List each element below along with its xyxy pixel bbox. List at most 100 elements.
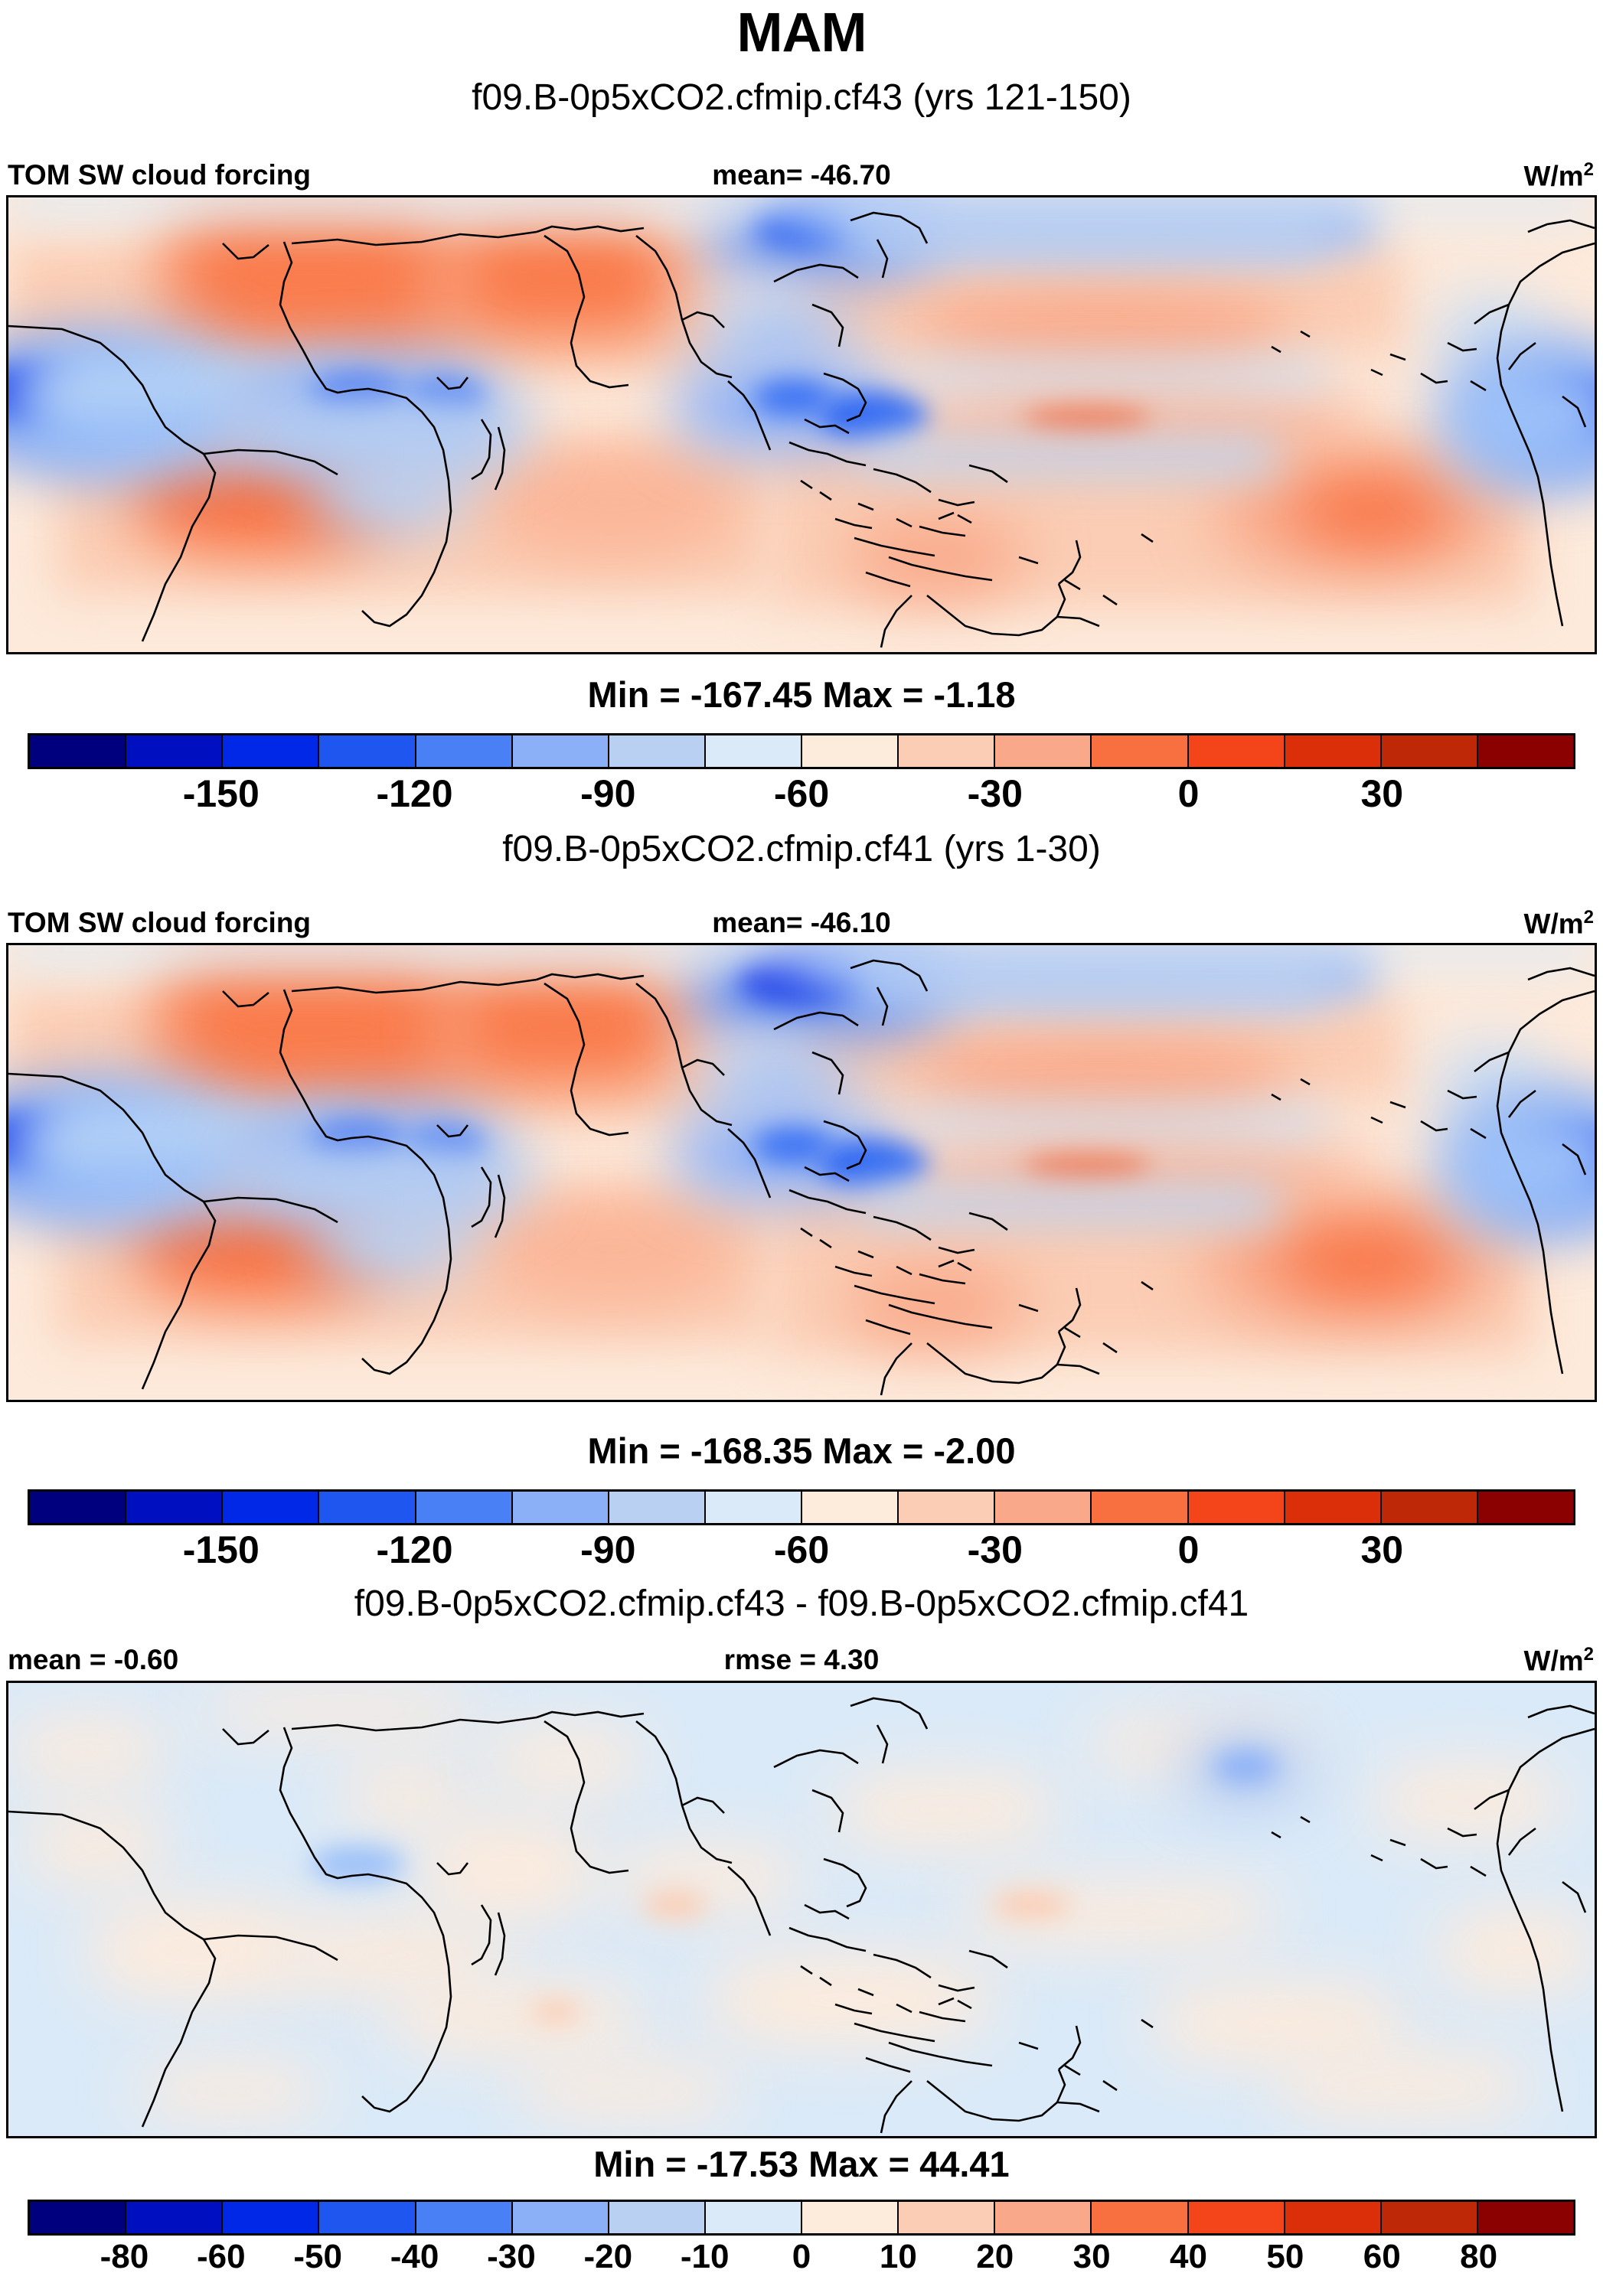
colorbar-diff-swatch[interactable]: [416, 2202, 513, 2233]
colorbar-middle-swatch[interactable]: [1477, 1492, 1573, 1523]
panel-diff-case-title: f09.B-0p5xCO2.cfmip.cf43 - f09.B-0p5xCO2…: [354, 1583, 1249, 1624]
colorbar-middle-swatch[interactable]: [1285, 1492, 1382, 1523]
colorbar-middle-swatch[interactable]: [899, 1492, 996, 1523]
colorbar-top-tick-label: 30: [1360, 772, 1404, 815]
colorbar-middle-swatch[interactable]: [1188, 1492, 1285, 1523]
coastline-overlay-diff: [8, 1697, 1595, 2134]
colorbar-middle-swatch[interactable]: [995, 1492, 1092, 1523]
colorbar-top-tick-label: -150: [182, 772, 260, 815]
colorbar-diff-swatch[interactable]: [609, 2202, 706, 2233]
colorbar-top-swatch[interactable]: [705, 735, 802, 767]
colorbar-diff-tick-label: -40: [390, 2238, 439, 2275]
colorbar-middle-swatch[interactable]: [1092, 1492, 1189, 1523]
panel-top-units-label: W/m2: [1523, 159, 1594, 192]
panel-top-minmax: Min = -167.45 Max = -1.18: [587, 674, 1016, 715]
colorbar-middle-swatch[interactable]: [802, 1492, 899, 1523]
colorbar-diff-swatch[interactable]: [802, 2202, 899, 2233]
colorbar-diff-swatch[interactable]: [319, 2202, 416, 2233]
colorbar-diff-tick-label: 50: [1266, 2238, 1304, 2275]
colorbar-top-swatch[interactable]: [1188, 735, 1285, 767]
colorbar-top-tick-label: -120: [376, 772, 453, 815]
colorbar-diff-tick-label: -80: [100, 2238, 149, 2275]
colorbar-middle[interactable]: [28, 1489, 1575, 1525]
colorbar-top-swatch[interactable]: [416, 735, 513, 767]
colorbar-middle-tick-label: -90: [580, 1528, 636, 1571]
colorbar-diff-tick-label: -50: [293, 2238, 342, 2275]
colorbar-middle-swatch[interactable]: [416, 1492, 513, 1523]
colorbar-top-swatch[interactable]: [899, 735, 996, 767]
colorbar-top[interactable]: [28, 733, 1575, 769]
colorbar-diff-ticks: -80 -60 -50 -40 -30 -20 -10 0 10 20 30 40 50 60 80: [28, 2238, 1575, 2284]
colorbar-diff-swatch[interactable]: [899, 2202, 996, 2233]
colorbar-middle-swatch[interactable]: [223, 1492, 320, 1523]
colorbar-top-tick-label: 0: [1177, 772, 1200, 815]
colorbar-top-swatch[interactable]: [512, 735, 609, 767]
colorbar-middle-swatch[interactable]: [1381, 1492, 1478, 1523]
colorbar-diff-swatch[interactable]: [512, 2202, 609, 2233]
colorbar-middle-tick-label: -30: [967, 1528, 1023, 1571]
colorbar-top-swatch[interactable]: [319, 735, 416, 767]
colorbar-diff-tick-label: 40: [1170, 2238, 1207, 2275]
colorbar-middle-tick-label: -150: [182, 1528, 260, 1571]
colorbar-middle-tick-label: 0: [1177, 1528, 1200, 1571]
colorbar-top-swatch[interactable]: [1092, 735, 1189, 767]
panel-diff-mean-label: mean = -0.60: [8, 1644, 179, 1675]
colorbar-middle-tick-label: 30: [1360, 1528, 1404, 1571]
map-canvas-top: [8, 197, 1595, 652]
colorbar-diff-swatch[interactable]: [995, 2202, 1092, 2233]
colorbar-middle-swatch[interactable]: [30, 1492, 127, 1523]
map-canvas-middle: [8, 945, 1595, 1400]
coastline-overlay-middle: [8, 959, 1595, 1396]
colorbar-top-tick-label: -30: [967, 772, 1023, 815]
panel-top-variable-label: TOM SW cloud forcing: [8, 159, 312, 191]
panel-diff-header: mean = -0.60 rmse = 4.30 W/m2: [0, 1644, 1603, 1677]
colorbar-middle-swatch[interactable]: [609, 1492, 706, 1523]
colorbar-top-tick-label: -60: [773, 772, 830, 815]
colorbar-top-swatch[interactable]: [30, 735, 127, 767]
colorbar-middle-swatch[interactable]: [126, 1492, 224, 1523]
panel-middle-header: TOM SW cloud forcing mean= -46.10 W/m2: [0, 907, 1603, 940]
colorbar-diff[interactable]: [28, 2200, 1575, 2236]
panel-top-mean-label: mean= -46.70: [712, 159, 891, 191]
panel-diff-units-label: W/m2: [1523, 1644, 1594, 1677]
colorbar-middle-swatch[interactable]: [512, 1492, 609, 1523]
colorbar-diff-swatch[interactable]: [705, 2202, 802, 2233]
colorbar-top-swatch[interactable]: [1285, 735, 1382, 767]
colorbar-diff-tick-label: 30: [1072, 2238, 1111, 2275]
colorbar-diff-tick-label: -20: [583, 2238, 633, 2275]
colorbar-middle-swatch[interactable]: [319, 1492, 416, 1523]
colorbar-diff-swatch[interactable]: [30, 2202, 127, 2233]
colorbar-top-ticks: -150 -120 -90 -60 -30 0 30: [28, 771, 1575, 817]
colorbar-middle-tick-label: -120: [376, 1528, 453, 1571]
colorbar-top-swatch[interactable]: [609, 735, 706, 767]
panel-middle-variable-label: TOM SW cloud forcing: [8, 907, 312, 938]
colorbar-top-swatch[interactable]: [223, 735, 320, 767]
colorbar-diff-swatch[interactable]: [126, 2202, 224, 2233]
colorbar-diff-swatch[interactable]: [1381, 2202, 1478, 2233]
colorbar-diff-swatch[interactable]: [1188, 2202, 1285, 2233]
panel-middle-case-title: f09.B-0p5xCO2.cfmip.cf41 (yrs 1-30): [502, 829, 1101, 869]
panel-middle-minmax: Min = -168.35 Max = -2.00: [587, 1430, 1016, 1471]
map-contour-fill-diff: [8, 1683, 1595, 2136]
panel-middle-units-label: W/m2: [1523, 907, 1594, 940]
colorbar-diff-swatch[interactable]: [1477, 2202, 1573, 2233]
colorbar-top-tick-label: -90: [580, 772, 636, 815]
panel-middle-map: [6, 943, 1597, 1402]
colorbar-middle-swatch[interactable]: [705, 1492, 802, 1523]
panel-diff-rmse-label: rmse = 4.30: [723, 1644, 880, 1675]
colorbar-diff-swatch[interactable]: [1092, 2202, 1189, 2233]
panel-top-map: [6, 195, 1597, 654]
colorbar-diff-swatch[interactable]: [223, 2202, 320, 2233]
colorbar-top-swatch[interactable]: [1477, 735, 1573, 767]
panel-middle-mean-label: mean= -46.10: [712, 907, 891, 938]
colorbar-diff-swatch[interactable]: [1285, 2202, 1382, 2233]
page-title: MAM: [736, 2, 867, 64]
colorbar-diff-tick-label: -30: [487, 2238, 536, 2275]
colorbar-top-swatch[interactable]: [802, 735, 899, 767]
colorbar-top-swatch[interactable]: [995, 735, 1092, 767]
colorbar-top-swatch[interactable]: [1381, 735, 1478, 767]
colorbar-top-swatch[interactable]: [126, 735, 224, 767]
colorbar-diff-tick-label: 80: [1460, 2238, 1498, 2275]
colorbar-diff-tick-label: -60: [196, 2238, 246, 2275]
